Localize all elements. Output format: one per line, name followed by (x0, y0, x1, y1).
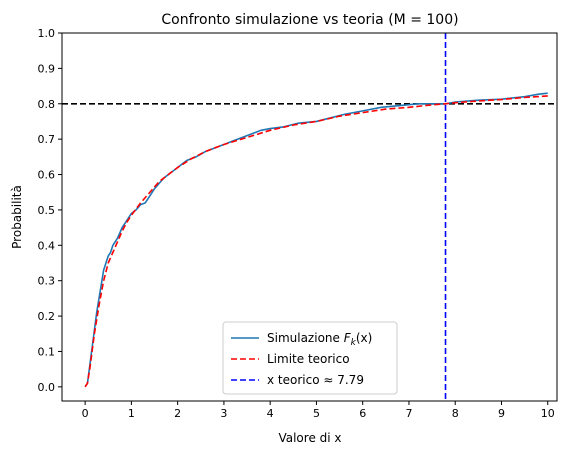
x-tick-label: 5 (313, 407, 320, 420)
series-line-1 (84, 95, 548, 388)
y-axis-label: Probabilità (10, 185, 24, 249)
x-tick-label: 7 (405, 407, 412, 420)
x-tick-label: 0 (82, 407, 89, 420)
y-tick-label: 0.9 (38, 62, 56, 75)
y-tick-label: 0.8 (38, 98, 56, 111)
x-tick-label: 6 (359, 407, 366, 420)
chart-title: Confronto simulazione vs teoria (M = 100… (161, 12, 458, 28)
legend-label: Simulazione Fk(x) (267, 331, 372, 348)
y-tick-label: 0.6 (38, 169, 56, 182)
y-tick-label: 0.3 (38, 275, 56, 288)
y-tick-label: 0.2 (38, 310, 56, 323)
legend: Simulazione Fk(x) Limite teorico x teorico… (222, 321, 398, 395)
plot-frame (61, 32, 558, 402)
x-tick-label: 2 (174, 407, 181, 420)
y-tick-label: 1.0 (38, 27, 56, 40)
x-tick-label: 4 (267, 407, 274, 420)
x-tick-label: 9 (498, 407, 505, 420)
legend-box (222, 321, 398, 395)
y-tick-label: 0.0 (38, 381, 56, 394)
y-tick-label: 0.5 (38, 204, 56, 217)
x-tick-label: 8 (452, 407, 459, 420)
legend-label: x teorico ≈ 7.79 (267, 373, 364, 387)
axis-ticks: 0 1 2 3 4 5 6 7 8 9 10 0.0 0.1 0.2 0.3 0.4 0.5 0.6 0.7 0.8 0… (38, 27, 555, 420)
y-tick-label: 0.7 (38, 133, 56, 146)
y-tick-label: 0.4 (38, 239, 56, 252)
y-tick-label: 0.1 (38, 345, 56, 358)
plot-area (62, 33, 557, 401)
legend-label: Limite teorico (267, 352, 350, 366)
x-tick-label: 3 (220, 407, 227, 420)
x-tick-label: 10 (541, 407, 555, 420)
x-axis-label: Valore di x (278, 431, 341, 445)
x-tick-label: 1 (128, 407, 135, 420)
